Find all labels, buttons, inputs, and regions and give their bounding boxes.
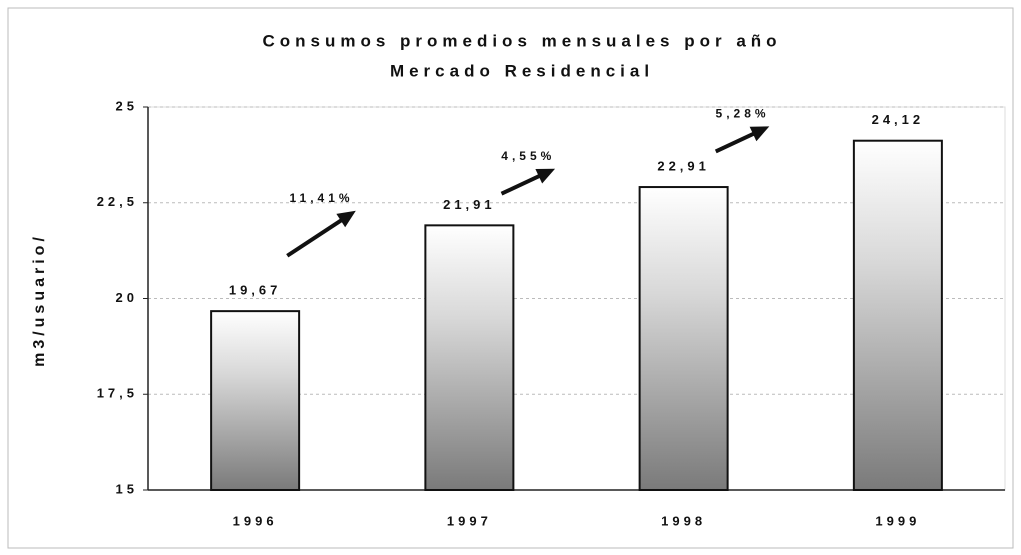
chart-subtitle: Mercado Residencial bbox=[390, 61, 654, 80]
bar bbox=[638, 186, 729, 491]
value-label: 21,91 bbox=[443, 197, 496, 212]
y-tick-label: 25 bbox=[116, 98, 138, 113]
value-label: 22,91 bbox=[657, 158, 710, 173]
bar bbox=[852, 139, 943, 491]
frame bbox=[7, 7, 1014, 549]
x-tick-label: 1997 bbox=[447, 513, 492, 528]
arrow-head bbox=[336, 210, 356, 228]
arrow-shaft bbox=[714, 129, 761, 154]
growth-annotation: 11,41% bbox=[290, 191, 354, 205]
arrow-head bbox=[535, 168, 556, 184]
x-tick-label: 1996 bbox=[233, 513, 278, 528]
arrow-head bbox=[749, 126, 770, 142]
y-tick-label: 15 bbox=[116, 481, 138, 496]
x-tick-label: 1999 bbox=[875, 513, 920, 528]
value-label: 24,12 bbox=[872, 112, 925, 127]
bar bbox=[424, 224, 515, 492]
arrow-shaft bbox=[286, 215, 347, 258]
y-tick-label: 22,5 bbox=[97, 194, 138, 209]
arrow-shaft bbox=[500, 171, 546, 196]
growth-annotation: 5,28% bbox=[716, 107, 770, 121]
bar bbox=[210, 310, 301, 491]
y-tick-label: 17,5 bbox=[97, 386, 138, 401]
value-label: 19,67 bbox=[229, 283, 282, 298]
x-tick-label: 1998 bbox=[661, 513, 706, 528]
y-tick-label: 20 bbox=[116, 290, 138, 305]
chart-title: Consumos promedios mensuales por año bbox=[262, 31, 781, 50]
y-axis-label: m3/usuario/ bbox=[31, 233, 48, 367]
growth-annotation: 4,55% bbox=[501, 149, 555, 163]
